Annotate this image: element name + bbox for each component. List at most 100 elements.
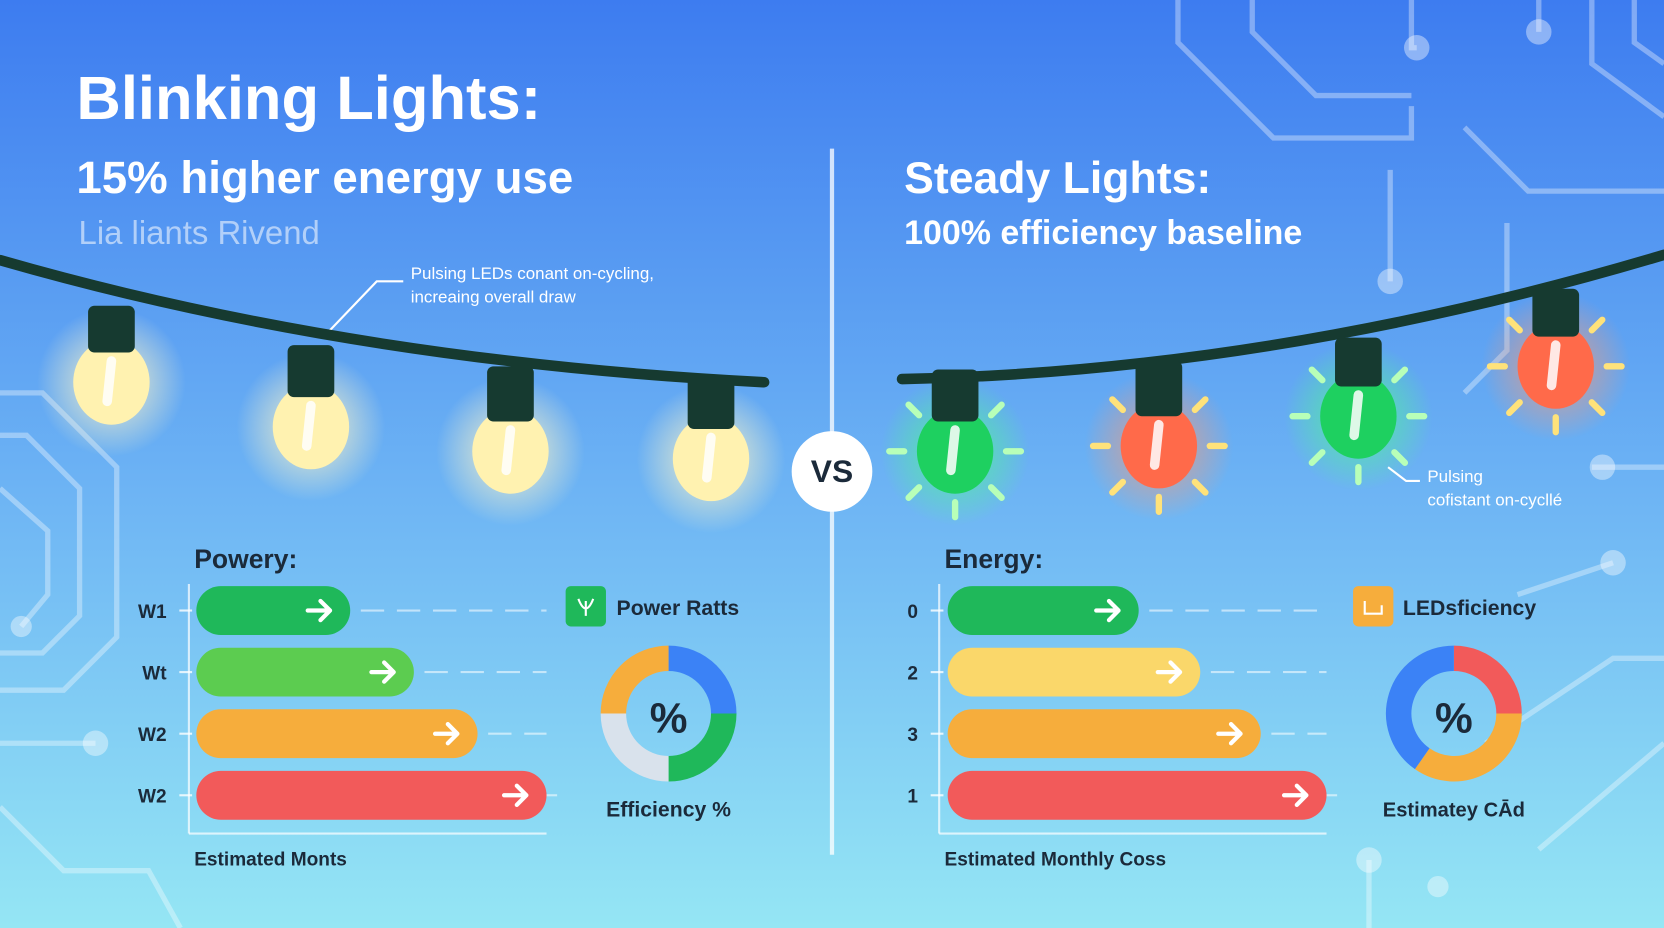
vs-badge: [791, 431, 873, 512]
donut-right: [1385, 645, 1522, 782]
bar: [196, 770, 547, 820]
bulb-cap: [687, 376, 735, 429]
bulb-ray: [1308, 449, 1326, 466]
donut-symbol: %: [1435, 695, 1473, 742]
donut-segment: [600, 645, 670, 715]
bulb-ray: [1109, 478, 1127, 496]
annotation-leader: [328, 280, 404, 333]
bar: [947, 709, 1261, 759]
bar: [196, 647, 414, 697]
bulb-cap: [1335, 337, 1382, 387]
vs-label: VS: [811, 453, 853, 489]
left-annotation: increaing overall draw: [411, 288, 577, 307]
bulb-ray: [905, 484, 923, 501]
bulb-ray: [1588, 399, 1606, 417]
bulb-ray: [1506, 316, 1523, 334]
bulb-filament: [1546, 340, 1561, 391]
bulbs-left: [37, 305, 786, 534]
bar: [196, 709, 478, 759]
right-footer: Estimated Monthly Coss: [944, 849, 1166, 870]
bulb-filament: [501, 425, 516, 476]
bulb-ray: [905, 401, 923, 419]
left-annotation: Pulsing LEDs conant on-cycling,: [411, 264, 654, 283]
legend-icon: [1353, 586, 1394, 627]
bulb-filament: [301, 400, 316, 451]
bars-left: W1 Wt W2 W2: [138, 586, 558, 820]
bulb-ray: [1391, 366, 1409, 384]
left-title: Blinking Lights:: [76, 64, 541, 133]
bulb-ray: [1391, 449, 1409, 466]
bulb-cap: [287, 345, 335, 398]
donut-segment: [1453, 645, 1522, 715]
bulb-filament: [102, 356, 117, 407]
left-donut-label: Efficiency %: [606, 799, 731, 822]
bar-arrow: [432, 722, 460, 746]
bar: [947, 647, 1201, 697]
bulb-filament: [1149, 419, 1164, 470]
bar-label: 3: [907, 725, 918, 746]
bars-right: 0 2 3 1: [907, 586, 1338, 820]
light-string: [0, 254, 770, 388]
bulb-ray: [1506, 399, 1523, 417]
left-footer: Estimated Monts: [194, 849, 347, 870]
right-annotation: Pulsing: [1427, 467, 1483, 486]
bulb-cap: [1135, 361, 1183, 417]
bar-label: Wt: [142, 664, 167, 685]
right-subtitle: 100% efficiency baseline: [904, 214, 1302, 252]
bar-label: 0: [907, 602, 918, 623]
bulb-ray: [987, 401, 1005, 419]
bar-arrow: [369, 660, 396, 684]
annotation-leader: [1387, 466, 1420, 483]
left-subtitle: 15% higher energy use: [76, 152, 573, 203]
bulb-ray: [1308, 366, 1326, 384]
bar-arrow: [1281, 783, 1309, 807]
left-legend: Power Ratts: [617, 597, 740, 620]
donut-segment: [667, 645, 737, 715]
left-chart-heading: Powery:: [194, 544, 297, 574]
bar-arrow: [305, 598, 333, 623]
bar-label: W2: [138, 787, 167, 808]
bulb-ray: [987, 484, 1005, 501]
legend-icon-glyph: [577, 598, 595, 616]
bar-label: 1: [907, 787, 918, 808]
donut-segment: [600, 712, 670, 782]
bar: [947, 770, 1327, 820]
bulb-cap: [487, 366, 534, 422]
bulb-ray: [1191, 478, 1209, 496]
bar-arrow: [1094, 598, 1121, 623]
bulb-ray: [1588, 316, 1606, 334]
bulb-filament: [946, 425, 960, 476]
right-donut-label: Estimatey CĀd: [1383, 800, 1525, 822]
bulbs-right: [880, 288, 1631, 526]
donut-segment: [667, 712, 737, 782]
left-caption: Lia liants Rivend: [79, 214, 320, 251]
donut-left: [600, 645, 737, 782]
donut-symbol: %: [650, 695, 688, 742]
bar-label: W1: [138, 602, 167, 623]
bar-arrow: [501, 783, 529, 807]
bulb-filament: [702, 432, 716, 483]
bulb-ray: [1191, 396, 1209, 414]
right-title: Steady Lights:: [904, 154, 1211, 203]
legend-icon-glyph: [1363, 600, 1383, 615]
right-annotation: cofistant on-cycllé: [1427, 490, 1562, 509]
donut-segment: [1385, 645, 1455, 770]
bulb-cap: [1532, 288, 1580, 337]
right-legend: LEDsficiency: [1403, 597, 1536, 620]
bulb-ray: [1109, 396, 1127, 414]
right-chart-heading: Energy:: [944, 544, 1043, 574]
light-string: [896, 249, 1664, 385]
bar-label: 2: [907, 664, 918, 685]
bar-arrow: [1155, 660, 1183, 684]
bar: [947, 586, 1139, 635]
bar-label: W2: [138, 725, 167, 746]
bar: [196, 586, 351, 635]
bulb-cap: [88, 305, 135, 353]
donut-segment: [1414, 712, 1522, 782]
bulb-filament: [1349, 390, 1364, 441]
bar-arrow: [1216, 722, 1243, 746]
bulb-cap: [931, 369, 979, 422]
